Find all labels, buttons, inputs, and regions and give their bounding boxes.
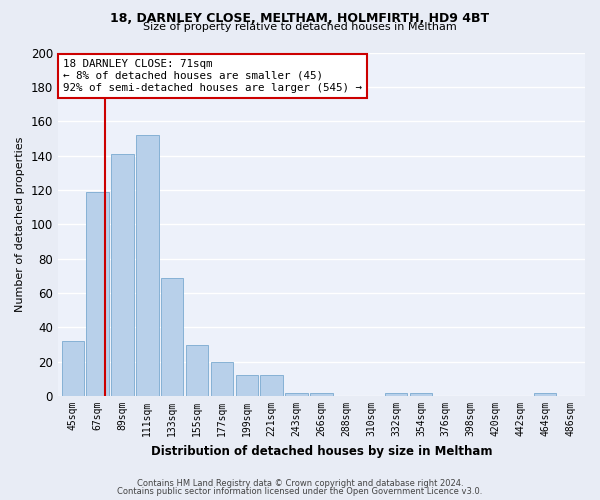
Bar	[236, 376, 258, 396]
Bar	[534, 392, 556, 396]
Bar	[385, 392, 407, 396]
Bar	[136, 135, 158, 396]
Bar	[186, 344, 208, 396]
Bar	[86, 192, 109, 396]
Y-axis label: Number of detached properties: Number of detached properties	[15, 136, 25, 312]
Bar	[161, 278, 184, 396]
Bar	[310, 392, 332, 396]
X-axis label: Distribution of detached houses by size in Meltham: Distribution of detached houses by size …	[151, 444, 492, 458]
Text: 18 DARNLEY CLOSE: 71sqm
← 8% of detached houses are smaller (45)
92% of semi-det: 18 DARNLEY CLOSE: 71sqm ← 8% of detached…	[63, 60, 362, 92]
Bar	[260, 376, 283, 396]
Bar	[211, 362, 233, 396]
Text: Contains public sector information licensed under the Open Government Licence v3: Contains public sector information licen…	[118, 487, 482, 496]
Text: Size of property relative to detached houses in Meltham: Size of property relative to detached ho…	[143, 22, 457, 32]
Bar	[111, 154, 134, 396]
Text: Contains HM Land Registry data © Crown copyright and database right 2024.: Contains HM Land Registry data © Crown c…	[137, 478, 463, 488]
Bar	[286, 392, 308, 396]
Bar	[410, 392, 432, 396]
Text: 18, DARNLEY CLOSE, MELTHAM, HOLMFIRTH, HD9 4BT: 18, DARNLEY CLOSE, MELTHAM, HOLMFIRTH, H…	[110, 12, 490, 26]
Bar	[62, 341, 84, 396]
